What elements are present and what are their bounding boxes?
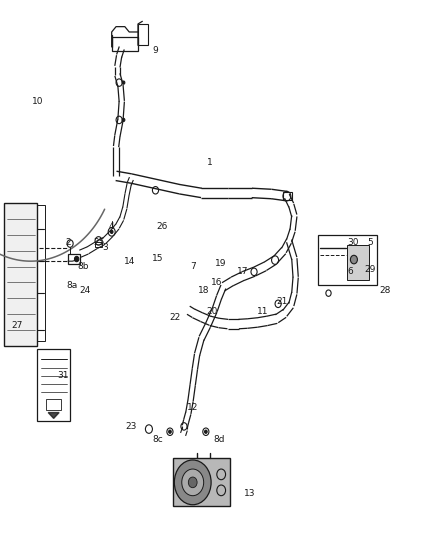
Text: 7: 7	[190, 262, 196, 271]
Text: 14: 14	[124, 257, 135, 265]
Text: 10: 10	[32, 97, 43, 106]
Text: 9: 9	[152, 46, 159, 55]
Text: 29: 29	[364, 265, 376, 273]
Bar	[46, 399, 61, 410]
Polygon shape	[48, 413, 59, 418]
Circle shape	[169, 430, 171, 433]
Bar	[4, 203, 37, 346]
Bar	[173, 458, 230, 506]
Circle shape	[188, 477, 197, 488]
Bar	[318, 235, 377, 285]
Circle shape	[182, 469, 204, 496]
Text: 18: 18	[198, 286, 209, 295]
Bar	[95, 242, 102, 247]
Circle shape	[110, 230, 113, 233]
Text: 21: 21	[277, 297, 288, 305]
Text: 25: 25	[93, 238, 104, 247]
Circle shape	[350, 255, 357, 264]
Text: 1: 1	[207, 158, 213, 167]
Text: 28: 28	[380, 286, 391, 295]
Circle shape	[122, 118, 125, 122]
Text: 30: 30	[347, 238, 358, 247]
Text: 23: 23	[126, 422, 137, 431]
Text: 19: 19	[215, 260, 227, 268]
Text: 3: 3	[102, 244, 108, 252]
Text: 26: 26	[156, 222, 168, 231]
Bar	[68, 254, 80, 264]
Bar	[138, 24, 148, 45]
Text: 27: 27	[12, 321, 23, 329]
Circle shape	[205, 430, 207, 433]
Text: 6: 6	[347, 268, 353, 276]
Bar	[347, 245, 369, 280]
Text: 13: 13	[244, 489, 255, 497]
Circle shape	[174, 460, 211, 505]
Text: 20: 20	[207, 308, 218, 316]
Text: 5: 5	[367, 238, 373, 247]
Circle shape	[74, 256, 79, 262]
Bar	[283, 192, 292, 200]
Text: 12: 12	[187, 403, 198, 412]
Text: 2: 2	[65, 238, 71, 247]
Text: 11: 11	[257, 308, 268, 316]
Text: 22: 22	[170, 313, 181, 321]
Text: 16: 16	[211, 278, 223, 287]
Circle shape	[122, 81, 125, 84]
Text: 4: 4	[109, 222, 114, 231]
Text: 15: 15	[152, 254, 163, 263]
Text: 8a: 8a	[67, 281, 78, 289]
Text: 24: 24	[80, 286, 91, 295]
Text: 31: 31	[58, 372, 69, 380]
Text: 8b: 8b	[78, 262, 89, 271]
Text: 8c: 8c	[152, 435, 163, 444]
Bar	[37, 349, 70, 421]
Text: 8d: 8d	[213, 435, 225, 444]
Text: 17: 17	[237, 268, 249, 276]
Bar	[37, 205, 45, 341]
Bar	[112, 37, 138, 51]
